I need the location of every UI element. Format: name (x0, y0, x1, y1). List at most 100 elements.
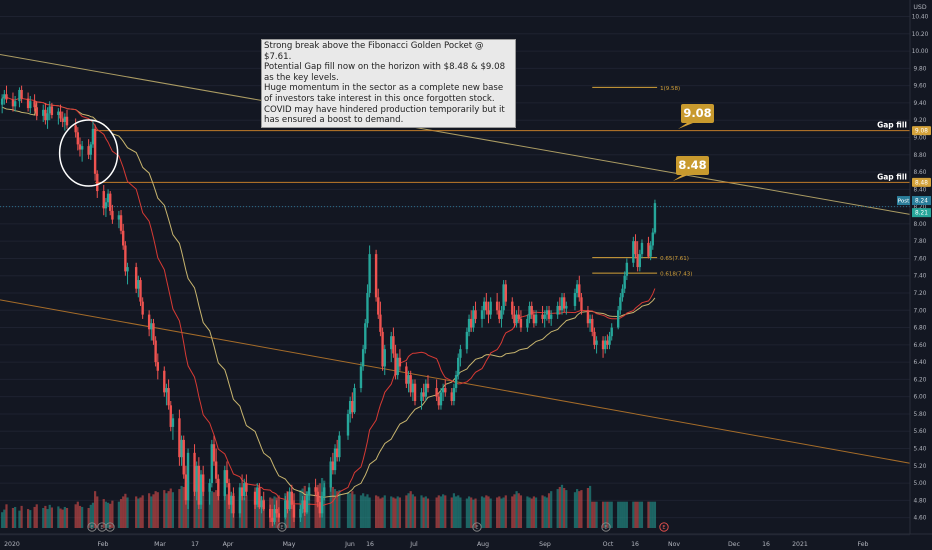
candle-body (621, 288, 624, 298)
gap-level-value: 8.48 (915, 180, 928, 186)
candle-body (580, 297, 583, 311)
callout-pointer-8-48 (673, 175, 688, 181)
x-tick-label: Feb (858, 541, 869, 548)
volume-bar (485, 495, 488, 528)
volume-bar (526, 496, 529, 528)
volume-bar (208, 489, 211, 528)
volume-bar (437, 495, 440, 528)
volume-bar (608, 501, 611, 528)
volume-bar (349, 493, 352, 528)
volume-bar (483, 497, 486, 528)
candle-body (604, 340, 607, 350)
post-price-value: 8.24 (915, 199, 928, 205)
candle-body (616, 310, 620, 328)
volume-bar (89, 504, 92, 528)
candle-body (275, 509, 278, 514)
x-tick-label: Dec (728, 541, 741, 548)
y-tick-label: 10.00 (912, 49, 929, 55)
candle-body (601, 340, 605, 350)
candle-body (93, 128, 97, 174)
candle-body (532, 314, 536, 324)
gap-level-tag (912, 126, 931, 136)
volume-bar (407, 493, 410, 528)
volume-bar (48, 504, 51, 528)
annotation-note[interactable]: Strong break above the Fibonacci Golden … (261, 39, 516, 128)
volume-bar (290, 492, 293, 528)
volume-bar (435, 497, 438, 528)
candle-body (195, 465, 198, 492)
volume-bar (262, 499, 265, 528)
callout-8-48[interactable]: 8.48 (676, 156, 709, 175)
candle-body (104, 202, 108, 209)
volume-bar (532, 496, 535, 528)
volume-bar (288, 494, 291, 528)
volume-bar (256, 498, 259, 528)
volume-bar (604, 501, 607, 528)
volume-bar (1, 512, 4, 528)
candle-body (450, 392, 453, 401)
candle-body (268, 509, 272, 518)
candle-body (284, 500, 287, 518)
candle-body (169, 405, 172, 427)
candle-body (547, 310, 551, 319)
x-axis: 2020 Feb Mar 17 Apr May Jun 16 Jul Aug Sep Oct 16 Nov… (0, 533, 932, 548)
volume-bar (364, 496, 367, 528)
candle-body (63, 116, 67, 122)
candle-body (474, 310, 477, 319)
candle-body (560, 297, 564, 311)
volume-bar (394, 498, 397, 528)
candle-body (556, 305, 559, 315)
fib-label: 0.618(7.43) (660, 272, 692, 278)
event-marker (601, 522, 611, 532)
candle-body (420, 392, 423, 401)
candle-body (102, 191, 105, 209)
volume-bar (169, 488, 172, 528)
event-marker-letter: E (475, 525, 478, 531)
volume-bar (150, 496, 153, 528)
candle-body (299, 509, 302, 518)
candle-body (632, 241, 635, 263)
candle-body (227, 483, 231, 505)
volume-bar (359, 495, 363, 528)
volume-bar (375, 495, 378, 528)
candle-body (565, 305, 568, 309)
callout-pointer-9-08 (678, 123, 693, 129)
volume-bar (126, 497, 129, 528)
candle-body (78, 144, 82, 150)
candle-body (606, 340, 609, 345)
volume-bar (18, 510, 21, 528)
candle-body (163, 370, 166, 393)
candle-body (35, 107, 38, 116)
y-tick-label: 5.80 (914, 412, 927, 418)
candle-body (210, 444, 214, 484)
moving-averages (1, 95, 656, 507)
candle-body (122, 230, 125, 246)
candle-body (368, 254, 371, 293)
volume-bar (480, 496, 484, 528)
volume-bar (111, 500, 114, 528)
candle-body (48, 106, 51, 114)
volume-bar (601, 501, 605, 528)
last-price-tag (912, 208, 931, 218)
x-tick-label: Feb (98, 541, 109, 548)
candle-body (595, 340, 598, 345)
volume-bar (253, 496, 257, 528)
volume-bar (314, 486, 317, 528)
volume-bar (106, 502, 110, 528)
volume-bar (102, 499, 105, 528)
candle-body (320, 496, 324, 514)
candle-body (323, 487, 326, 497)
volume-bar (444, 495, 447, 528)
y-tick-label: 6.40 (914, 360, 927, 366)
callout-9-08[interactable]: 9.08 (681, 104, 714, 123)
candle-body (500, 310, 503, 319)
candle-body (487, 310, 490, 315)
candle-body (201, 474, 205, 492)
candle-body (517, 314, 520, 319)
candle-body (454, 375, 458, 389)
volume-bar (44, 505, 47, 528)
volume-bar (74, 504, 77, 528)
candle-body (441, 388, 445, 393)
volume-bar (381, 497, 384, 528)
